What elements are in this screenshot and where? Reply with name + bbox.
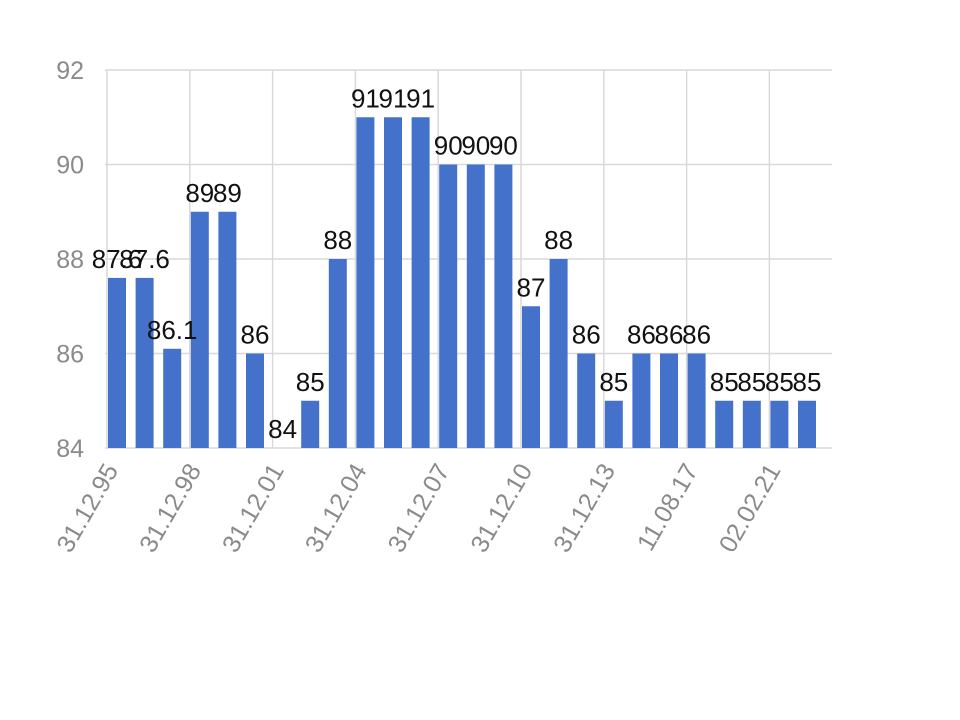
data-label: 90 bbox=[461, 131, 490, 161]
bar bbox=[687, 353, 706, 448]
data-label: 85 bbox=[296, 367, 325, 397]
bar bbox=[577, 353, 596, 448]
bar bbox=[632, 353, 651, 448]
bar bbox=[604, 400, 623, 448]
bar bbox=[770, 400, 789, 448]
bar bbox=[218, 211, 237, 448]
x-tick-label: 31.12.04 bbox=[300, 459, 373, 557]
data-label: 85 bbox=[793, 367, 822, 397]
data-label: 87.6 bbox=[92, 244, 143, 274]
y-tick-label: 90 bbox=[56, 152, 84, 180]
bar bbox=[328, 259, 347, 448]
x-axis-ticks: 31.12.95 31.12.98 31.12.01 31.12.04 31.12.07… bbox=[51, 459, 786, 557]
x-tick-label: 31.12.95 bbox=[51, 459, 124, 557]
data-label: 84 bbox=[268, 414, 297, 444]
bar bbox=[190, 211, 209, 448]
bar bbox=[715, 400, 734, 448]
data-label: 89 bbox=[185, 178, 214, 208]
bar bbox=[246, 353, 264, 448]
data-label: 88 bbox=[323, 225, 352, 255]
bar bbox=[549, 259, 568, 448]
y-tick-label: 88 bbox=[56, 246, 84, 274]
bar bbox=[439, 164, 458, 448]
data-label: 90 bbox=[489, 131, 518, 161]
x-tick-label: 31.12.10 bbox=[465, 459, 538, 557]
data-label: 86 bbox=[682, 320, 711, 350]
bars bbox=[108, 117, 816, 448]
x-tick-label: 11.08.17 bbox=[632, 459, 704, 556]
data-labels: 87.687.686.18989868485889191919090908788… bbox=[92, 83, 822, 444]
bar bbox=[163, 348, 182, 448]
x-tick-label: 31.12.07 bbox=[382, 459, 455, 557]
data-label: 85 bbox=[765, 367, 794, 397]
x-tick-label: 31.12.98 bbox=[134, 459, 207, 557]
data-label: 86.1 bbox=[147, 315, 198, 345]
data-label: 90 bbox=[434, 131, 463, 161]
bar bbox=[522, 306, 540, 448]
bar bbox=[494, 164, 513, 448]
x-tick-label: 02.02.21 bbox=[714, 459, 787, 557]
bar bbox=[384, 117, 402, 448]
data-label: 86 bbox=[572, 320, 601, 350]
data-label: 85 bbox=[737, 367, 766, 397]
bar bbox=[798, 400, 816, 448]
bar bbox=[411, 117, 430, 448]
data-label: 91 bbox=[351, 83, 380, 113]
y-tick-label: 84 bbox=[56, 435, 84, 463]
y-tick-label: 92 bbox=[56, 57, 84, 85]
bar bbox=[466, 164, 485, 448]
bar bbox=[660, 353, 678, 448]
data-label: 85 bbox=[710, 367, 739, 397]
bar bbox=[301, 400, 320, 448]
bar bbox=[135, 277, 154, 448]
y-axis-ticks: 84 86 88 90 92 bbox=[56, 57, 84, 463]
x-tick-label: 31.12.01 bbox=[217, 459, 290, 557]
y-tick-label: 86 bbox=[56, 341, 84, 369]
data-label: 87.6 bbox=[119, 244, 170, 274]
data-label: 86 bbox=[241, 320, 270, 350]
data-label: 86 bbox=[627, 320, 656, 350]
data-label: 89 bbox=[213, 178, 242, 208]
data-label: 86 bbox=[655, 320, 684, 350]
data-label: 85 bbox=[599, 367, 628, 397]
x-tick-label: 31.12.13 bbox=[548, 459, 621, 557]
bar bbox=[108, 277, 126, 448]
data-label: 87 bbox=[517, 272, 546, 302]
bar bbox=[742, 400, 761, 448]
data-label: 91 bbox=[406, 83, 435, 113]
bar bbox=[356, 117, 375, 448]
data-label: 91 bbox=[379, 83, 408, 113]
data-label: 88 bbox=[544, 225, 573, 255]
